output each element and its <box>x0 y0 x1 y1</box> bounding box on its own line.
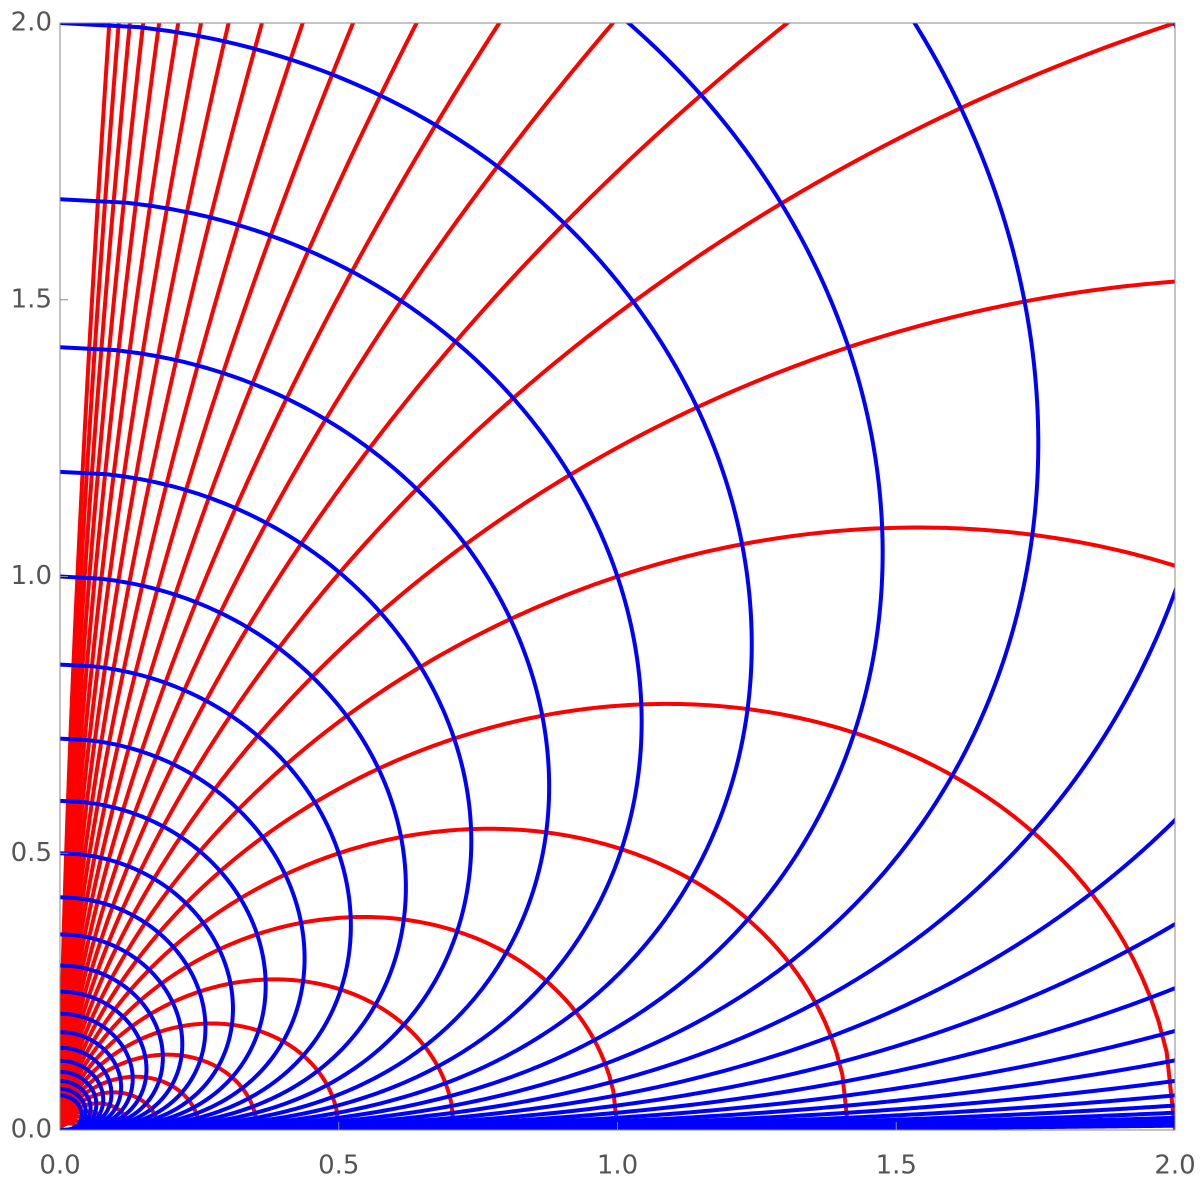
x-tick-label: 0.0 <box>39 1151 80 1181</box>
contour-line <box>60 1011 135 1130</box>
contour-line <box>60 1028 1175 1130</box>
contour-line <box>60 23 419 1130</box>
y-tick-label: 0.5 <box>11 838 52 868</box>
contour-line <box>60 989 149 1130</box>
y-tick-label: 0.0 <box>11 1115 52 1145</box>
contour-line <box>60 23 754 1130</box>
contour-line <box>60 895 208 1130</box>
contour-line <box>60 798 268 1130</box>
contour-line <box>60 963 165 1130</box>
contour-line <box>60 23 265 1130</box>
contour-line <box>60 23 1041 1130</box>
contour-line <box>60 1093 1175 1130</box>
contour-line <box>60 932 185 1130</box>
contour-line <box>60 1078 1175 1130</box>
y-tick-label: 2.0 <box>11 8 52 38</box>
x-tick-label: 1.0 <box>597 1151 638 1181</box>
contour-line <box>60 921 1175 1130</box>
contour-line <box>60 662 353 1130</box>
x-tick-label: 2.0 <box>1154 1151 1195 1181</box>
contour-line <box>60 23 1175 1130</box>
contour-line <box>60 736 307 1130</box>
contour-line <box>60 345 552 1130</box>
contour-line <box>60 574 408 1130</box>
contour-line <box>60 23 885 1130</box>
contour-line <box>60 469 474 1130</box>
y-tick-label: 1.5 <box>11 284 52 314</box>
contour-line <box>60 197 644 1130</box>
contour-line <box>60 851 235 1130</box>
contour-line <box>60 701 1175 1130</box>
contour-line <box>60 23 502 1130</box>
contour-line <box>60 1123 1175 1130</box>
contour-line <box>60 826 851 1130</box>
contour-line <box>60 817 1175 1130</box>
plot-area <box>60 23 1175 1130</box>
x-tick-label: 1.5 <box>876 1151 917 1181</box>
contour-line <box>60 986 1175 1130</box>
y-tick-label: 1.0 <box>11 561 52 591</box>
contour-line <box>60 1058 1175 1130</box>
x-tick-label: 0.5 <box>318 1151 359 1181</box>
